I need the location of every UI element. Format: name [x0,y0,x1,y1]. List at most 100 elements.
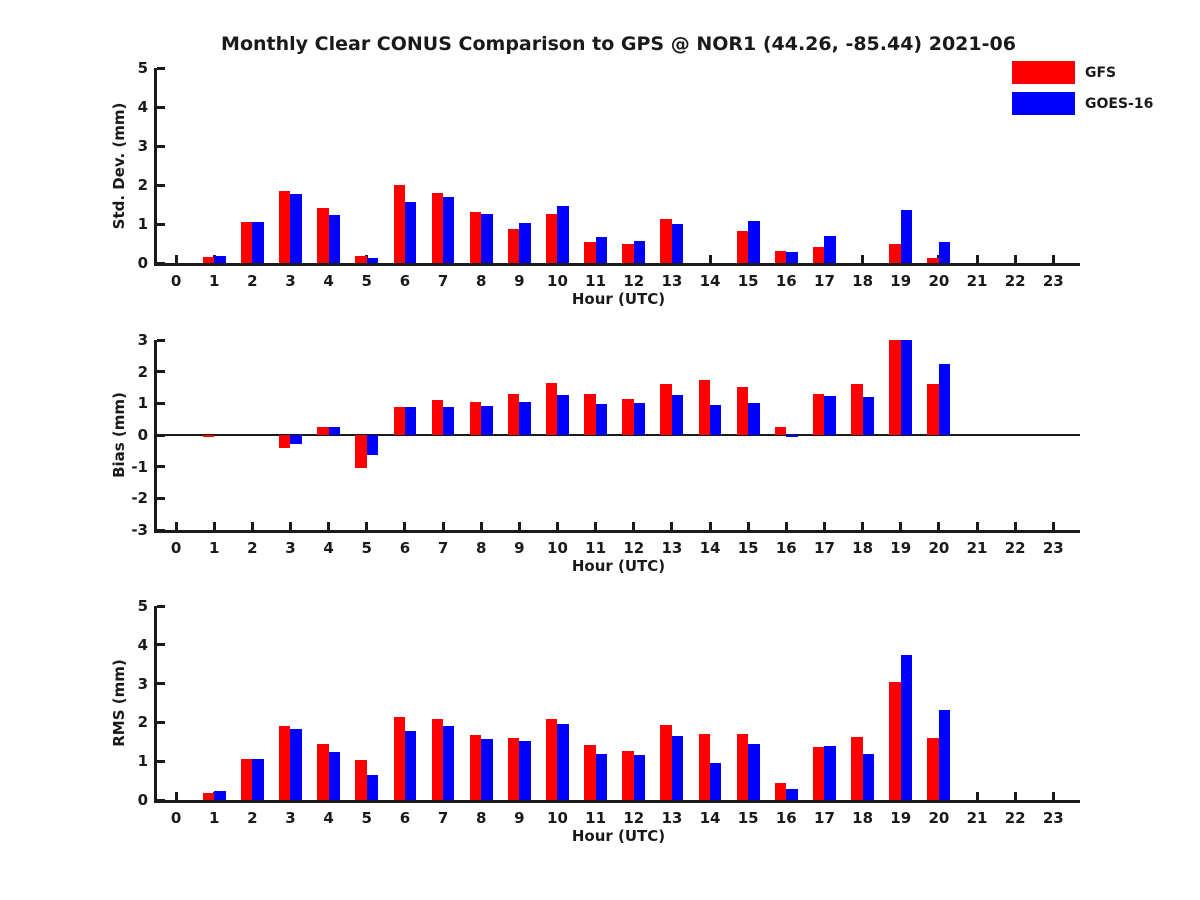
bar-gfs-h10 [546,719,558,800]
bar-gfs-h9 [507,393,520,435]
bar-gfs-h3 [279,725,291,800]
x-tick [1051,255,1055,263]
bar-goes-16-h18 [862,754,874,800]
bar-gfs-h2 [240,222,253,263]
bar-goes-16-h12 [633,755,646,800]
x-tick-label: 1 [208,272,220,290]
x-tick-label: 10 [547,539,568,557]
bar-gfs-h6 [393,407,405,435]
x-tick-label: 5 [361,272,372,290]
x-tick [708,255,712,263]
bar-gfs-h13 [660,384,672,435]
x-tick-label: 19 [890,809,912,827]
y-tick-label: 1 [137,215,148,233]
bar-gfs-h14 [698,734,711,800]
bar-gfs-h15 [736,231,749,263]
bar-goes-16-h12 [633,240,646,263]
bar-gfs-h19 [889,681,901,800]
y-tick [157,720,165,724]
legend-item-goes16: GOES-16 [1012,92,1153,115]
x-tick-label: 15 [737,809,759,827]
x-tick-label: 11 [585,539,607,557]
y-tick [157,66,165,70]
bar-gfs-h1 [202,792,215,800]
bar-gfs-h13 [660,724,672,800]
x-tick-label: 15 [737,272,759,290]
y-tick-label: 3 [137,331,148,349]
x-tick-label: 21 [966,809,988,827]
x-tick [174,522,178,530]
x-tick-label: 20 [928,539,950,557]
x-tick-label: 0 [170,539,182,557]
plot-area-rms: 0 1 2 3 4 5 0 1 2 3 4 5 6 7 8 9 10 11 12 13 14 15 16 17 18 19 20 21… [138,597,1080,827]
bar-gfs-h4 [317,743,329,800]
x-tick [288,522,292,530]
y-tick [157,759,165,763]
y-tick-label: 0 [137,254,148,272]
bar-goes-16-h11 [595,236,607,263]
x-tick-label: 16 [775,272,797,290]
bar-gfs-h11 [584,393,596,435]
bar-goes-16-h10 [557,723,569,800]
bar-goes-16-h1 [214,790,226,800]
bar-goes-16-h5 [366,435,379,455]
bar-goes-16-h4 [328,751,341,800]
y-tick-label: 0 [137,426,148,444]
y-axis-label-rms: RMS (mm) [110,659,128,747]
y-tick [157,401,165,405]
bar-goes-16-h3 [290,193,302,263]
y-tick-label: 4 [137,635,148,654]
y-tick [157,183,165,187]
zero-line [157,434,1080,436]
bar-gfs-h15 [736,734,749,800]
y-axis-label-std-dev: Std. Dev. (mm) [110,102,128,229]
bar-gfs-h5 [355,435,367,468]
bar-goes-16-h10 [557,206,569,263]
bar-gfs-h8 [469,734,482,800]
y-tick [157,338,165,342]
bar-gfs-h17 [813,747,825,800]
bar-goes-16-h19 [900,654,913,800]
y-axis-label-bias: Bias (mm) [110,392,128,478]
x-tick-label: 4 [323,809,334,827]
x-tick [861,255,865,263]
y-axis-spine [154,606,157,803]
x-tick-label: 18 [852,809,874,827]
y-tick-label: 5 [137,59,148,77]
y-tick [157,643,165,647]
bar-goes-16-h17 [824,235,836,263]
x-tick-label: 8 [475,809,487,827]
bar-gfs-h12 [622,398,634,435]
y-tick-label: 5 [137,597,148,615]
x-tick-label: 14 [699,539,721,557]
bar-goes-16-h5 [366,774,379,800]
bar-goes-16-h9 [519,741,531,800]
y-tick [157,465,165,469]
bar-goes-16-h1 [214,255,226,263]
x-tick-label: 4 [323,272,334,290]
x-tick-label: 8 [475,272,487,290]
bar-gfs-h5 [355,759,367,800]
x-tick-label: 22 [1004,809,1026,827]
x-tick-label: 4 [323,539,334,557]
x-tick-label: 3 [285,809,296,827]
x-tick-label: 9 [514,272,525,290]
x-tick [1013,522,1017,530]
x-tick [1013,792,1017,800]
bar-gfs-h15 [736,386,749,435]
x-tick-label: 6 [399,539,411,557]
bar-gfs-h9 [507,228,520,263]
bar-goes-16-h16 [786,435,798,437]
x-tick-label: 23 [1042,539,1064,557]
bar-gfs-h18 [851,383,863,435]
x-tick [746,522,750,530]
bar-gfs-h8 [469,401,482,435]
x-tick [937,522,941,530]
x-tick [632,522,636,530]
legend: GFS GOES-16 [1012,61,1153,123]
x-tick-label: 5 [361,539,372,557]
bar-goes-16-h10 [557,394,569,435]
x-tick-label: 7 [437,539,449,557]
y-tick [157,222,165,226]
bar-goes-16-h7 [443,196,455,263]
